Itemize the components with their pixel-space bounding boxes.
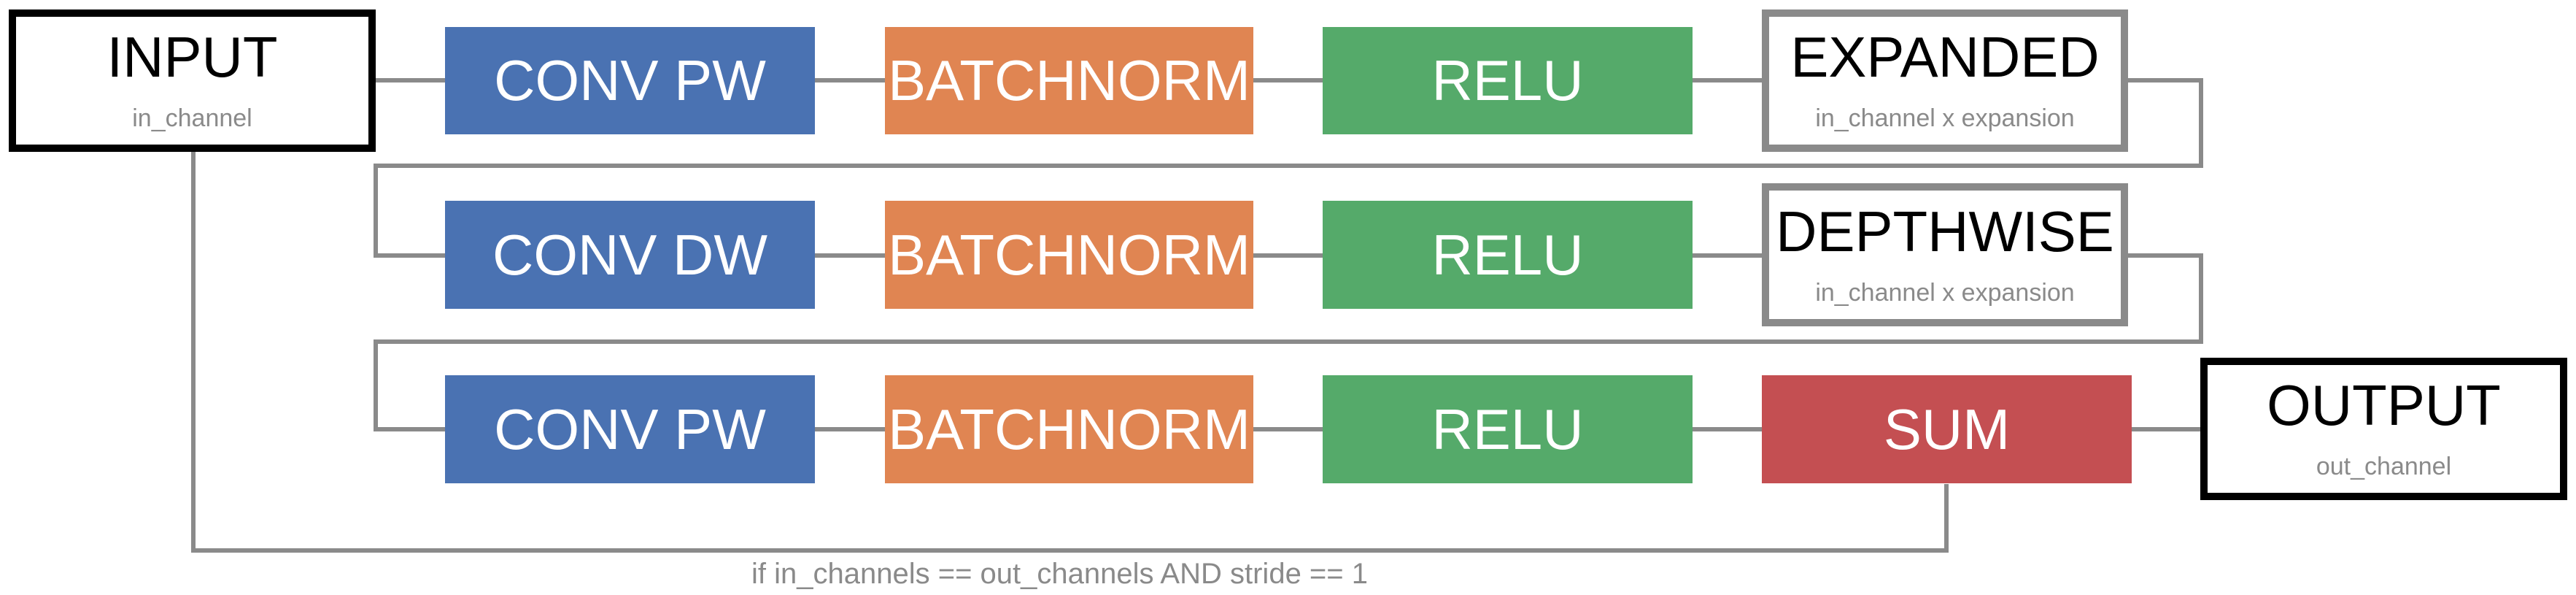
batchnorm-2-node: BATCHNORM	[885, 201, 1253, 309]
sum-node: SUM	[1762, 375, 2132, 483]
input-subtitle: in_channel	[132, 104, 252, 132]
output-subtitle: out_channel	[2316, 453, 2452, 480]
depthwise-title: DEPTHWISE	[1776, 199, 2114, 264]
wire-expanded-to-conv-dw	[374, 78, 2203, 258]
expanded-title: EXPANDED	[1790, 25, 2100, 89]
conv-pw-expand-node: CONV PW	[445, 27, 815, 134]
wire-depthwise-to-conv-pw	[374, 253, 2203, 431]
conv-dw-node: CONV DW	[445, 201, 815, 309]
expanded-subtitle: in_channel x expansion	[1815, 104, 2075, 132]
relu-3-node: RELU	[1323, 375, 1693, 483]
batchnorm-1-node: BATCHNORM	[885, 27, 1253, 134]
depthwise-subtitle: in_channel x expansion	[1815, 278, 2075, 307]
input-title: INPUT	[107, 25, 278, 89]
wire-skip-connection	[191, 152, 1949, 553]
expanded-node: EXPANDED in_channel x expansion	[1762, 9, 2128, 152]
output-title: OUTPUT	[2267, 373, 2501, 437]
conv-pw-project-node: CONV PW	[445, 375, 815, 483]
input-node: INPUT in_channel	[9, 9, 376, 152]
output-node: OUTPUT out_channel	[2200, 358, 2567, 500]
relu-1-node: RELU	[1323, 27, 1693, 134]
skip-condition-label: if in_channels == out_channels AND strid…	[751, 558, 1368, 590]
relu-2-node: RELU	[1323, 201, 1693, 309]
depthwise-node: DEPTHWISE in_channel x expansion	[1762, 183, 2128, 326]
batchnorm-3-node: BATCHNORM	[885, 375, 1253, 483]
